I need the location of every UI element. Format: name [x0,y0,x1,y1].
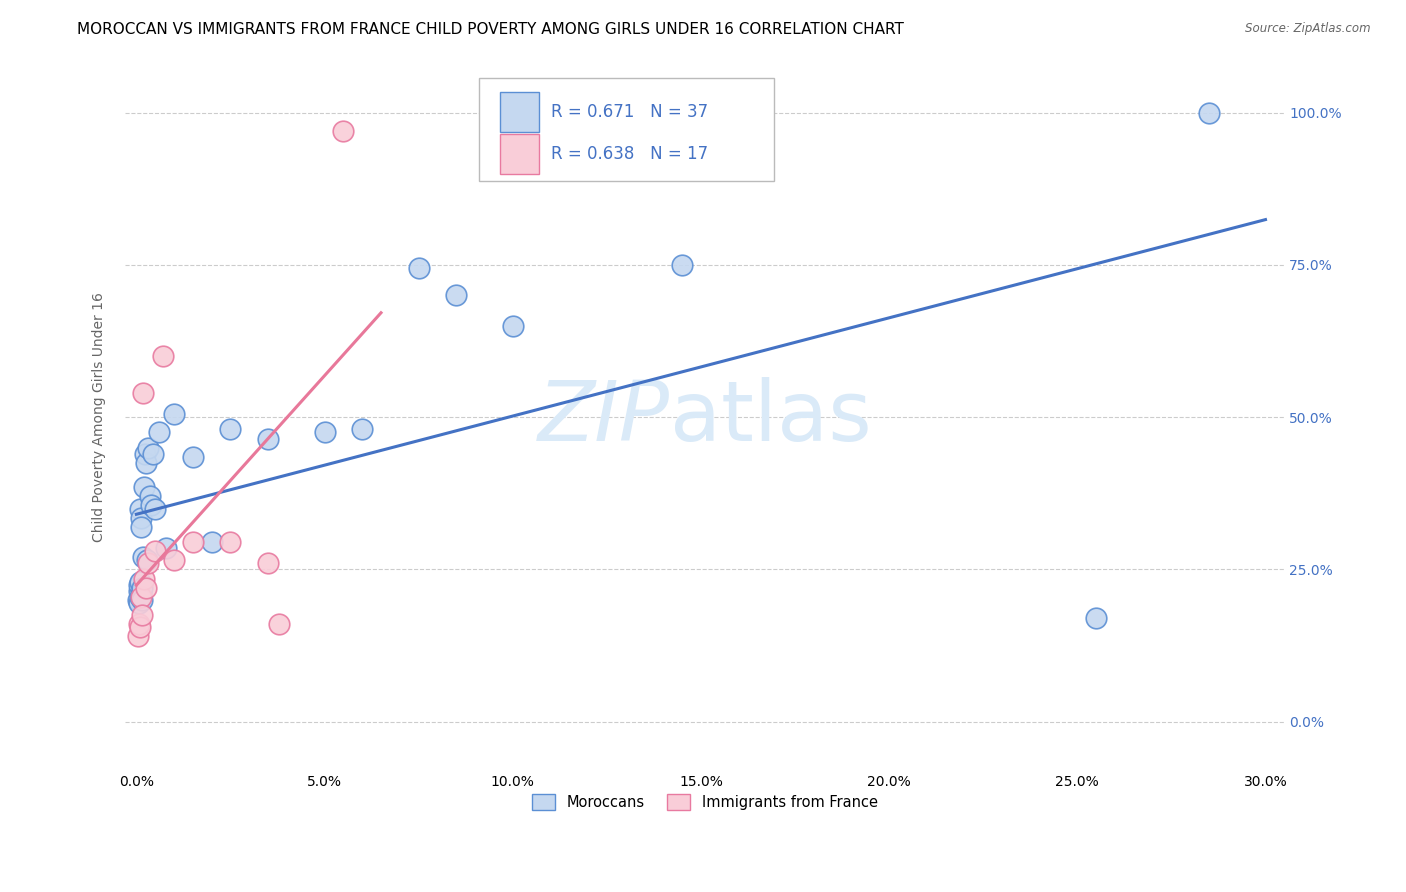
Point [127,592,149,607]
Legend: Moroccans, Immigrants from France: Moroccans, Immigrants from France [526,789,883,816]
Point [143,544,166,558]
Point [269,617,291,632]
Point [132,572,155,586]
Point [132,480,155,494]
Y-axis label: Child Poverty Among Girls Under 16: Child Poverty Among Girls Under 16 [93,293,107,542]
Point [129,590,152,604]
Point [129,620,152,634]
Point [135,581,157,595]
Point [352,422,374,436]
Point [131,608,153,623]
Point [135,553,157,567]
Point [143,501,166,516]
FancyBboxPatch shape [499,135,538,174]
Point [129,574,152,589]
Point [138,489,160,503]
Point [132,550,155,565]
Point [502,318,524,333]
Point [128,577,150,591]
FancyBboxPatch shape [499,92,538,131]
Point [314,425,336,440]
Point [181,450,204,464]
Point [181,535,204,549]
Point [163,407,186,421]
Point [332,124,354,138]
Point [129,590,152,604]
Text: R = 0.638   N = 17: R = 0.638 N = 17 [551,145,707,163]
Point [257,557,280,571]
Text: Source: ZipAtlas.com: Source: ZipAtlas.com [1246,22,1371,36]
Point [152,349,174,363]
Point [129,587,152,601]
Point [131,581,153,595]
Point [132,385,155,400]
Point [142,447,165,461]
Point [257,432,280,446]
Point [1198,105,1220,120]
Point [446,288,468,302]
Point [128,583,150,598]
Point [408,260,430,275]
Point [1085,611,1108,625]
Point [671,258,693,272]
Point [136,557,159,571]
FancyBboxPatch shape [478,78,775,180]
Text: atlas: atlas [669,376,872,458]
Point [141,499,163,513]
Text: ZIP: ZIP [538,376,669,458]
Point [128,596,150,610]
Point [129,510,152,524]
Point [128,617,150,632]
Point [131,592,153,607]
Point [219,422,242,436]
Point [129,501,152,516]
Point [127,629,149,643]
Point [136,441,159,455]
Text: MOROCCAN VS IMMIGRANTS FROM FRANCE CHILD POVERTY AMONG GIRLS UNDER 16 CORRELATIO: MOROCCAN VS IMMIGRANTS FROM FRANCE CHILD… [77,22,904,37]
Point [163,553,186,567]
Point [129,520,152,534]
Point [135,456,157,470]
Point [148,425,170,440]
Point [155,541,177,555]
Point [134,447,156,461]
Point [201,535,224,549]
Point [219,535,242,549]
Text: R = 0.671   N = 37: R = 0.671 N = 37 [551,103,707,120]
